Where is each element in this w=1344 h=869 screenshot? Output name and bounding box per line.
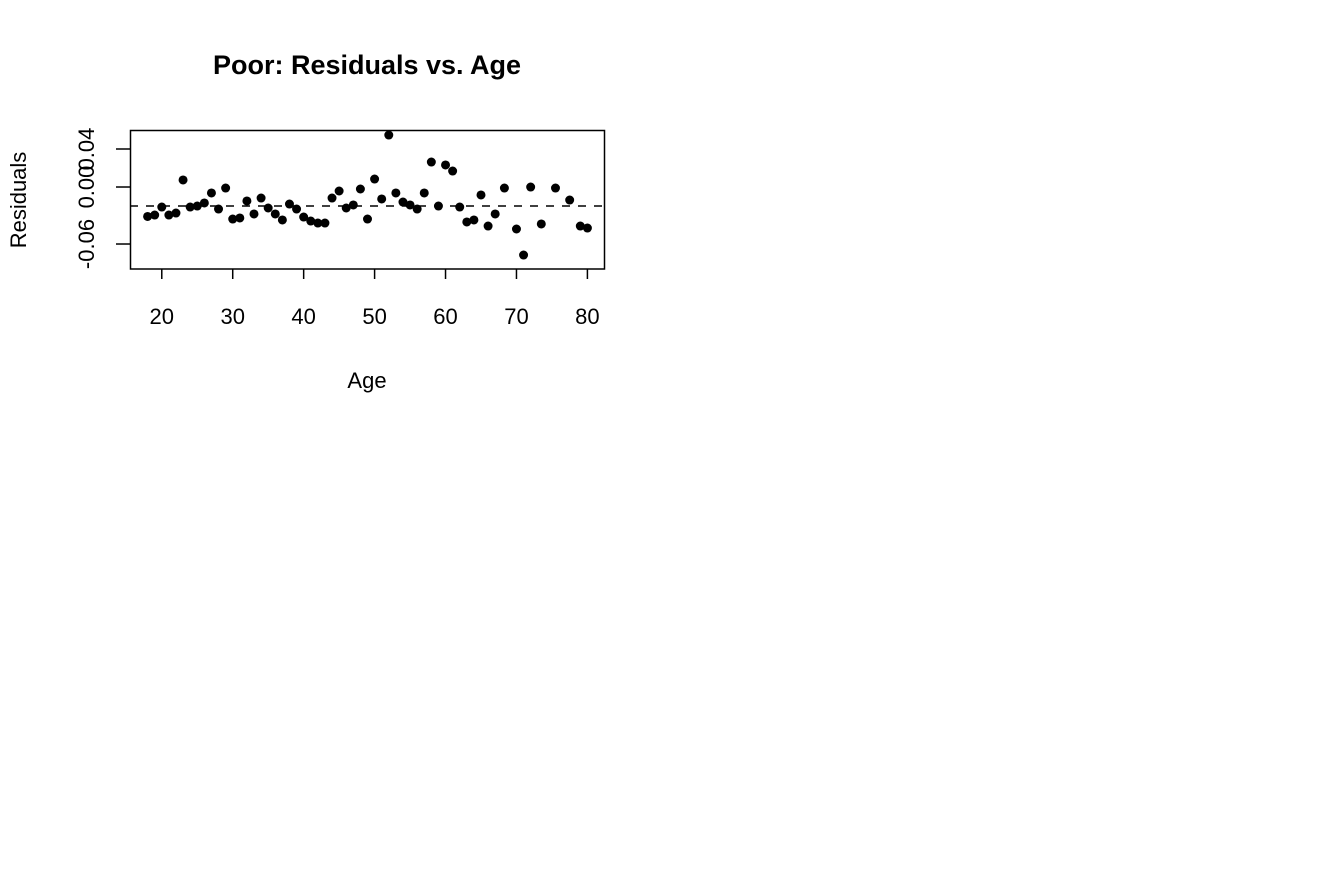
point <box>242 196 252 206</box>
point <box>313 218 323 228</box>
point <box>214 204 224 214</box>
point <box>575 221 585 231</box>
point <box>185 202 195 212</box>
point <box>419 188 429 198</box>
x-tick-label: 70 <box>504 304 528 329</box>
point <box>192 201 202 211</box>
point <box>519 250 529 260</box>
point <box>157 202 167 212</box>
x-axis-label: Age <box>347 368 386 393</box>
plot-box <box>129 129 606 270</box>
point <box>405 200 415 210</box>
point <box>412 204 422 214</box>
point <box>299 212 309 222</box>
point <box>384 130 394 140</box>
x-tick-label: 50 <box>362 304 386 329</box>
point <box>433 201 443 211</box>
point <box>277 215 287 225</box>
point <box>398 197 408 207</box>
point <box>455 202 465 212</box>
x-tick-label: 40 <box>291 304 315 329</box>
point <box>363 214 372 224</box>
point <box>306 216 316 226</box>
point <box>469 215 479 225</box>
point <box>206 188 216 198</box>
point <box>391 188 401 198</box>
point <box>249 209 259 219</box>
x-tick-label: 30 <box>220 304 244 329</box>
point <box>511 224 521 234</box>
point <box>270 209 280 219</box>
point <box>341 203 351 213</box>
point <box>526 182 536 192</box>
point <box>284 199 294 209</box>
x-tick-label: 60 <box>433 304 457 329</box>
point <box>426 157 436 167</box>
y-tick-label: -0.06 <box>74 219 99 269</box>
point <box>476 190 486 200</box>
point <box>499 183 509 193</box>
point <box>199 198 209 208</box>
point <box>235 213 245 223</box>
point <box>448 166 458 176</box>
point <box>256 193 266 203</box>
point <box>143 211 153 221</box>
x-tick-label: 20 <box>150 304 174 329</box>
point <box>377 194 387 204</box>
point <box>150 210 160 220</box>
point <box>221 183 231 193</box>
y-tick-label: 0.04 <box>74 128 99 171</box>
y-tick-label: 0.00 <box>74 166 99 209</box>
point <box>228 214 238 224</box>
point <box>355 184 365 194</box>
x-tick-label: 80 <box>575 304 599 329</box>
point <box>536 219 546 229</box>
point <box>334 186 344 196</box>
point <box>327 193 337 203</box>
point <box>441 160 451 170</box>
point <box>565 195 575 205</box>
y-axis-label: Residuals <box>6 152 31 249</box>
point <box>263 203 273 213</box>
point <box>582 223 592 233</box>
point <box>348 200 358 210</box>
chart-title: Poor: Residuals vs. Age <box>213 50 521 80</box>
point <box>292 204 302 214</box>
point <box>178 175 188 185</box>
point <box>164 210 174 220</box>
point <box>370 174 380 184</box>
point <box>490 209 500 219</box>
point <box>483 221 493 231</box>
point <box>320 218 330 228</box>
point <box>462 217 472 227</box>
point <box>550 183 560 193</box>
point <box>171 208 181 218</box>
